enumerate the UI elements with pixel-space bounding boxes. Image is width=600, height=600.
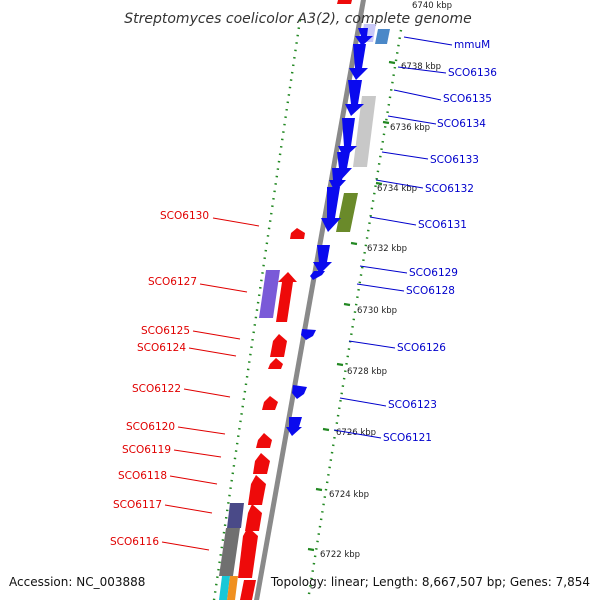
- feature-SCO6134-light[interactable]: [353, 96, 376, 167]
- kbp-label: 6722 kbp: [320, 550, 360, 560]
- gene-labels-forward: mmuM SCO6136 SCO6135 SCO6134 SCO6133 SCO…: [383, 39, 497, 444]
- tick-track-inner-left: [306, 29, 403, 600]
- gene-label-SCO6136[interactable]: SCO6136: [448, 67, 497, 79]
- kbp-label: 6736 kbp: [390, 123, 430, 133]
- gene-arrow-mmuM[interactable]: [355, 28, 373, 46]
- gene-label-SCO6129[interactable]: SCO6129: [409, 267, 458, 279]
- gene-arrow-top-partial[interactable]: [337, 0, 352, 4]
- gene-label-SCO6127[interactable]: SCO6127: [148, 276, 197, 288]
- map-title: Streptomyces coelicolor A3(2), complete …: [124, 11, 472, 27]
- gene-arrow-SCO6128[interactable]: [310, 271, 325, 280]
- gene-labels-reverse: SCO6130 SCO6127 SCO6125 SCO6124 SCO6122 …: [110, 210, 209, 548]
- feature-SCO6131-green[interactable]: [336, 193, 358, 232]
- gene-arrow-bottom-partial[interactable]: [240, 580, 256, 600]
- feature-SCO6117-slate[interactable]: [227, 503, 244, 528]
- kbp-labels: 6738 kbp 6736 kbp 6734 kbp 6732 kbp 6730…: [320, 62, 441, 560]
- leader-lines-reverse: [161, 217, 260, 551]
- gene-arrow-SCO6117[interactable]: [245, 504, 262, 531]
- gene-label-SCO6123[interactable]: SCO6123: [388, 399, 437, 411]
- feature-SCO6127-purple[interactable]: [259, 270, 280, 318]
- gene-label-SCO6135[interactable]: SCO6135: [443, 93, 492, 105]
- gene-label-SCO6125[interactable]: SCO6125: [141, 325, 190, 337]
- gene-arrow-SCO6116[interactable]: [238, 527, 258, 578]
- kbp-label: 6738 kbp: [401, 62, 441, 72]
- gene-arrow-SCO6125[interactable]: [270, 334, 287, 357]
- gene-arrow-SCO6129[interactable]: [313, 245, 332, 274]
- gene-label-SCO6134[interactable]: SCO6134: [437, 118, 486, 130]
- gene-arrow-SCO6130[interactable]: [290, 228, 305, 239]
- gene-arrow-SCO6136[interactable]: [349, 44, 368, 80]
- gene-label-SCO6126[interactable]: SCO6126: [397, 342, 446, 354]
- feature-SCO6116-gray[interactable]: [219, 528, 240, 576]
- gene-arrow-SCO6134[interactable]: [338, 118, 357, 158]
- kbp-label: 6730 kbp: [357, 306, 397, 316]
- footer-accession: Accession: NC_003888: [9, 575, 145, 589]
- footer-summary: Topology: linear; Length: 8,667,507 bp; …: [270, 575, 590, 589]
- reverse-strand-features: [219, 0, 352, 600]
- tick-track-outer-left: [212, 19, 302, 600]
- kbp-label: 6728 kbp: [347, 367, 387, 377]
- leader-lines-forward: [333, 36, 453, 439]
- gene-label-SCO6131[interactable]: SCO6131: [418, 219, 467, 231]
- gene-arrow-SCO6119[interactable]: [253, 453, 270, 474]
- gene-label-SCO6128[interactable]: SCO6128: [406, 285, 455, 297]
- genome-backbone: [254, 0, 366, 600]
- gene-arrow-SCO6122[interactable]: [262, 396, 278, 410]
- gene-label-SCO6120[interactable]: SCO6120: [126, 421, 175, 433]
- gene-arrow-SCO6127[interactable]: [276, 272, 297, 322]
- feature-edge-orange[interactable]: [227, 576, 238, 600]
- gene-arrow-SCO6120[interactable]: [256, 433, 272, 448]
- gene-label-SCO6133[interactable]: SCO6133: [430, 154, 479, 166]
- gene-label-SCO6124[interactable]: SCO6124: [137, 342, 186, 354]
- feature-edge-cyan[interactable]: [219, 576, 230, 600]
- gene-arrow-SCO6121[interactable]: [286, 417, 302, 436]
- gene-label-SCO6116[interactable]: SCO6116: [110, 536, 159, 548]
- gene-label-SCO6118[interactable]: SCO6118: [118, 470, 167, 482]
- kbp-label: 6726 kbp: [336, 428, 376, 438]
- gene-arrow-SCO6132[interactable]: [329, 168, 346, 192]
- feature-mmuM[interactable]: [375, 29, 390, 44]
- gene-arrow-SCO6124[interactable]: [268, 358, 283, 369]
- gene-arrow-SCO6126[interactable]: [301, 329, 316, 340]
- gene-arrow-SCO6118[interactable]: [248, 475, 266, 505]
- gene-label-SCO6130[interactable]: SCO6130: [160, 210, 209, 222]
- gene-label-mmuM[interactable]: mmuM: [454, 39, 490, 51]
- kbp-label: 6732 kbp: [367, 244, 407, 254]
- forward-strand-features: [286, 24, 390, 436]
- kbp-label: 6734 kbp: [377, 184, 417, 194]
- kbp-major-ticks: [307, 60, 396, 552]
- kbp-label-top: 6740 kbp: [412, 1, 452, 11]
- gene-label-SCO6132[interactable]: SCO6132: [425, 183, 474, 195]
- gene-arrow-SCO6135[interactable]: [345, 80, 364, 116]
- gene-arrow-SCO6131[interactable]: [321, 187, 341, 232]
- gene-label-SCO6117[interactable]: SCO6117: [113, 499, 162, 511]
- gene-arrow-SCO6123[interactable]: [292, 385, 307, 399]
- gene-label-SCO6119[interactable]: SCO6119: [122, 444, 171, 456]
- gene-label-SCO6122[interactable]: SCO6122: [132, 383, 181, 395]
- gene-label-SCO6121[interactable]: SCO6121: [383, 432, 432, 444]
- kbp-label: 6724 kbp: [329, 490, 369, 500]
